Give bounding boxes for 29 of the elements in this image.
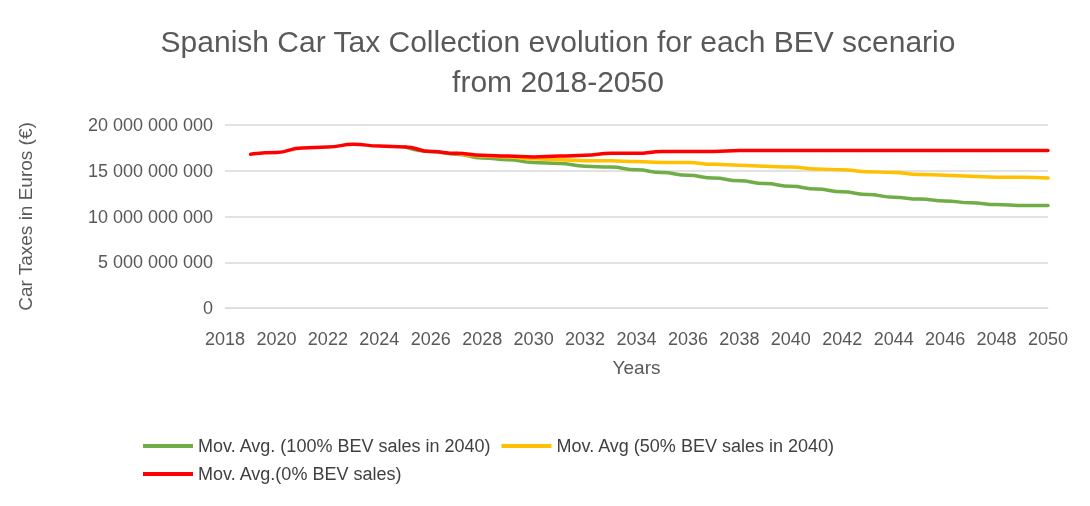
x-axis-title: Years	[612, 357, 661, 378]
y-tick-label: 10 000 000 000	[87, 206, 213, 227]
x-tick-label: 2030	[513, 329, 554, 349]
line-series	[248, 142, 1050, 159]
x-tick-label: 2038	[719, 329, 760, 349]
y-axis-title: Car Taxes in Euros (€)	[15, 122, 36, 311]
x-tick-label: 2032	[565, 329, 606, 349]
x-tick-label: 2044	[873, 329, 914, 349]
x-tick-label: 2026	[410, 329, 451, 349]
y-tick-label: 15 000 000 000	[87, 160, 213, 181]
x-tick-label: 2018	[204, 329, 246, 349]
x-tick-label: 2050	[1027, 329, 1069, 349]
x-tick-label: 2046	[925, 329, 966, 349]
x-tick-label: 2048	[976, 329, 1017, 349]
x-tick-label: 2028	[462, 329, 503, 349]
x-tick-label: 2042	[822, 329, 863, 349]
x-tick-label: 2036	[667, 329, 708, 349]
y-tick-label: 20 000 000 000	[87, 115, 213, 135]
legend-label: Mov. Avg (50% BEV sales in 2040)	[556, 436, 834, 456]
x-tick-label: 2022	[307, 329, 348, 349]
legend-label: Mov. Avg.(0% BEV sales)	[198, 464, 402, 484]
legend-label: Mov. Avg. (100% BEV sales in 2040)	[198, 436, 491, 456]
x-tick-label: 2040	[770, 329, 811, 349]
y-tick-label: 0	[202, 298, 213, 318]
x-tick-label: 2034	[616, 329, 657, 349]
x-tick-label: 2020	[256, 329, 297, 349]
chart-title: Spanish Car Tax Collection evolution for each BEV scenario from 2018-2050	[160, 24, 956, 98]
y-tick-label: 5 000 000 000	[97, 252, 213, 273]
x-tick-label: 2024	[359, 329, 400, 349]
